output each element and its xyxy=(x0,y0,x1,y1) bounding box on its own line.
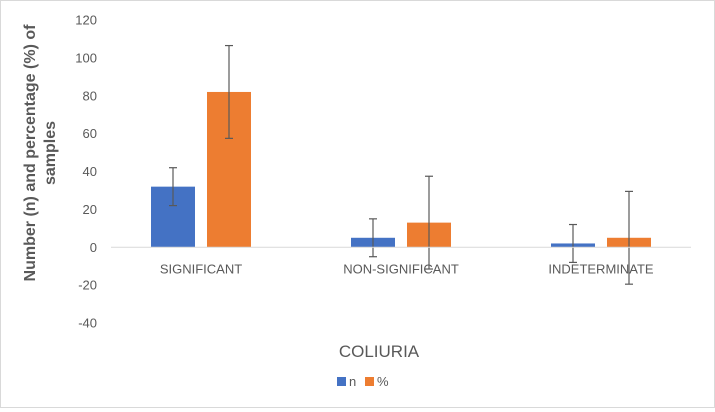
y-tick-label: 20 xyxy=(83,202,97,217)
legend-swatch xyxy=(365,377,374,386)
error-bar-percent-significant xyxy=(225,44,233,139)
y-axis-title: Number (n) and percentage (%) of samples xyxy=(22,24,59,282)
y-axis-ticks: -40 -20 0 20 40 60 80 100 120 xyxy=(75,13,97,331)
legend-label: % xyxy=(377,374,389,389)
category-label: SIGNIFICANT xyxy=(160,261,242,276)
legend-swatch xyxy=(337,377,346,386)
legend-item-n: n xyxy=(337,374,356,389)
legend-label: n xyxy=(349,374,356,389)
category-label: INDETERMINATE xyxy=(548,261,654,276)
error-bar-n-significant xyxy=(169,167,177,207)
y-tick-label: 40 xyxy=(83,164,97,179)
error-bar-percent-indeterminate xyxy=(625,190,633,285)
y-tick-label: 0 xyxy=(90,240,97,255)
y-tick-label: 60 xyxy=(83,126,97,141)
y-tick-label: 80 xyxy=(83,88,97,103)
y-tick-label: 120 xyxy=(75,13,97,28)
category-label: NON-SIGNIFICANT xyxy=(343,261,459,276)
category-labels: SIGNIFICANT NON-SIGNIFICANT INDETERMINATE xyxy=(160,261,654,276)
legend: n% xyxy=(337,374,389,389)
legend-item-percent: % xyxy=(365,374,389,389)
error-bars xyxy=(169,44,633,285)
y-tick-label: 100 xyxy=(75,50,97,65)
y-tick-label: -20 xyxy=(78,278,97,293)
error-bar-n-non-significant xyxy=(369,218,377,258)
x-axis-title: COLIURIA xyxy=(339,342,420,361)
error-bar-percent-non-significant xyxy=(425,175,433,270)
y-tick-label: -40 xyxy=(78,316,97,331)
error-bar-n-indeterminate xyxy=(569,223,577,263)
